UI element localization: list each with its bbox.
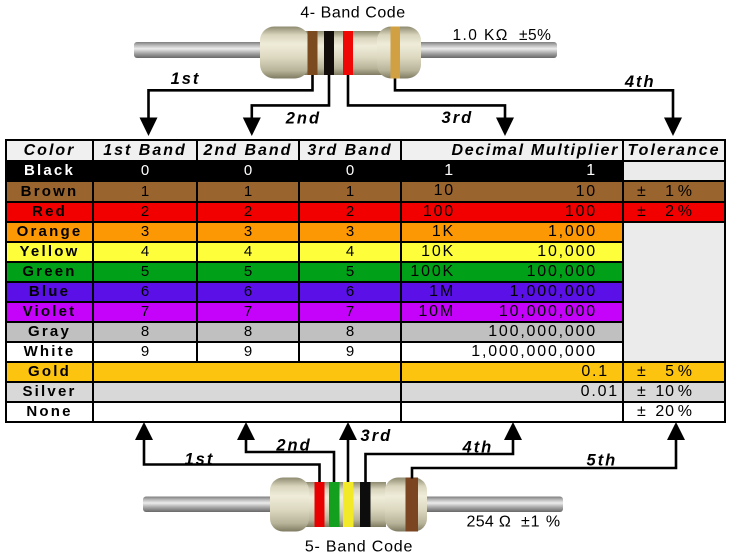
svg-text:1.0 KΩ: 1.0 KΩ (453, 27, 509, 44)
svg-text:3rd: 3rd (361, 427, 393, 445)
svg-text:1st: 1st (171, 70, 201, 88)
svg-text:254 Ω: 254 Ω (467, 514, 512, 531)
svg-text:±5%: ±5% (519, 27, 551, 44)
svg-text:1st: 1st (184, 450, 214, 468)
svg-text:4th: 4th (462, 438, 494, 456)
svg-text:±1 %: ±1 % (521, 514, 561, 531)
svg-text:2nd: 2nd (285, 110, 321, 128)
svg-text:4- Band Code: 4- Band Code (300, 5, 405, 22)
svg-text:3rd: 3rd (442, 109, 474, 127)
svg-text:4th: 4th (624, 73, 656, 91)
svg-text:2nd: 2nd (275, 437, 311, 455)
svg-text:5- Band Code: 5- Band Code (305, 539, 413, 556)
svg-text:5th: 5th (587, 452, 618, 470)
